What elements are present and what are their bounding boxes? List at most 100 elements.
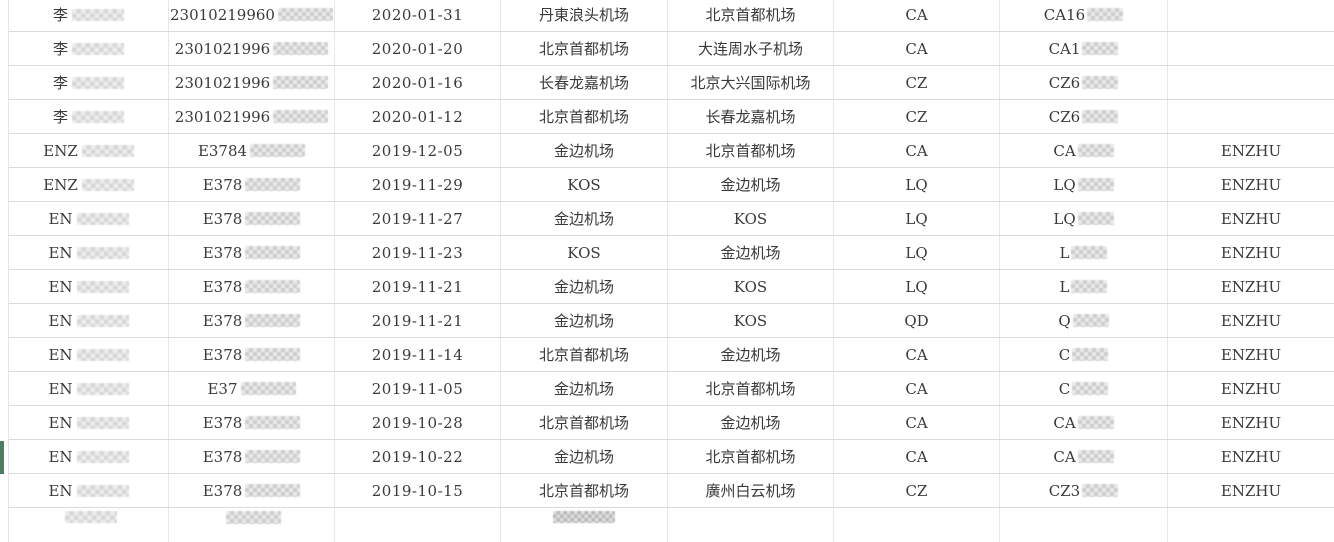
cell-to[interactable]: 金边机场 — [668, 236, 834, 269]
cell-airline[interactable]: CA — [834, 32, 1000, 65]
cell-passenger[interactable]: ENZHU — [1168, 304, 1334, 337]
cell-name[interactable]: 李 — [9, 66, 169, 99]
cell-to[interactable]: KOS — [668, 304, 834, 337]
cell-passenger[interactable]: ENZHU — [1168, 338, 1334, 371]
cell-date[interactable]: 2020-01-31 — [335, 0, 501, 31]
cell-airline[interactable]: CZ — [834, 100, 1000, 133]
cell-flight[interactable]: CZ6 — [1000, 66, 1168, 99]
cell-passenger[interactable]: ENZHU — [1168, 372, 1334, 405]
cell-to[interactable]: 北京首都机场 — [668, 0, 834, 31]
cell-passenger[interactable] — [1168, 32, 1334, 65]
table-row[interactable]: EN E378 2019-11-27 金边机场 KOS LQ LQ ENZHU — [9, 202, 1334, 236]
cell-from[interactable]: 北京首都机场 — [501, 406, 668, 439]
cell-airline[interactable] — [834, 508, 1000, 542]
cell-id[interactable]: 2301021996 — [169, 100, 335, 133]
cell-date[interactable]: 2019-11-05 — [335, 372, 501, 405]
cell-to[interactable]: KOS — [668, 202, 834, 235]
cell-id[interactable]: E378 — [169, 338, 335, 371]
cell-name[interactable]: EN — [9, 474, 169, 507]
cell-flight[interactable]: C — [1000, 372, 1168, 405]
cell-flight[interactable]: CA — [1000, 440, 1168, 473]
cell-airline[interactable]: QD — [834, 304, 1000, 337]
cell-from[interactable]: 北京首都机场 — [501, 474, 668, 507]
cell-airline[interactable]: LQ — [834, 270, 1000, 303]
cell-from[interactable]: 金边机场 — [501, 440, 668, 473]
cell-id[interactable]: E378 — [169, 270, 335, 303]
cell-name[interactable]: 李 — [9, 32, 169, 65]
cell-id[interactable]: E378 — [169, 202, 335, 235]
cell-flight[interactable] — [1000, 508, 1168, 542]
table-row[interactable]: EN E378 2019-11-21 金边机场 KOS LQ L ENZHU — [9, 270, 1334, 304]
cell-passenger[interactable] — [1168, 508, 1334, 542]
cell-airline[interactable]: CZ — [834, 474, 1000, 507]
table-row[interactable]: EN E378 2019-10-15 北京首都机场 廣州白云机场 CZ CZ3 ENZHU — [9, 474, 1334, 508]
cell-passenger[interactable]: ENZHU — [1168, 134, 1334, 167]
cell-flight[interactable]: L — [1000, 270, 1168, 303]
cell-date[interactable]: 2019-11-14 — [335, 338, 501, 371]
cell-from[interactable]: 金边机场 — [501, 134, 668, 167]
table-row[interactable]: EN E378 2019-10-22 金边机场 北京首都机场 CA CA ENZHU — [9, 440, 1334, 474]
cell-flight[interactable]: CA — [1000, 134, 1168, 167]
cell-from[interactable]: 金边机场 — [501, 304, 668, 337]
cell-from[interactable]: KOS — [501, 168, 668, 201]
cell-flight[interactable]: CA1 — [1000, 32, 1168, 65]
cell-from[interactable]: 北京首都机场 — [501, 338, 668, 371]
table-row[interactable]: 李 23010219960 2020-01-31 丹東浪头机场 北京首都机场 CA CA16 — [9, 0, 1334, 32]
cell-to[interactable]: 北京大兴国际机场 — [668, 66, 834, 99]
cell-id[interactable]: E378 — [169, 304, 335, 337]
table-row[interactable]: EN E378 2019-11-14 北京首都机场 金边机场 CA C ENZHU — [9, 338, 1334, 372]
table-row[interactable]: EN E378 2019-10-28 北京首都机场 金边机场 CA CA ENZHU — [9, 406, 1334, 440]
cell-date[interactable]: 2019-10-28 — [335, 406, 501, 439]
cell-id[interactable]: E378 — [169, 168, 335, 201]
cell-name[interactable]: EN — [9, 406, 169, 439]
cell-name[interactable]: EN — [9, 202, 169, 235]
cell-airline[interactable]: CZ — [834, 66, 1000, 99]
cell-passenger[interactable] — [1168, 100, 1334, 133]
cell-from[interactable]: 金边机场 — [501, 202, 668, 235]
cell-airline[interactable]: CA — [834, 406, 1000, 439]
cell-from[interactable]: 北京首都机场 — [501, 100, 668, 133]
cell-date[interactable]: 2020-01-20 — [335, 32, 501, 65]
cell-id[interactable]: 2301021996 — [169, 66, 335, 99]
cell-id[interactable]: E378 — [169, 474, 335, 507]
cell-date[interactable]: 2019-11-21 — [335, 304, 501, 337]
cell-date[interactable]: 2019-11-23 — [335, 236, 501, 269]
cell-passenger[interactable]: ENZHU — [1168, 168, 1334, 201]
cell-to[interactable]: 长春龙嘉机场 — [668, 100, 834, 133]
table-row[interactable]: EN E378 2019-11-21 金边机场 KOS QD Q ENZHU — [9, 304, 1334, 338]
cell-to[interactable] — [668, 508, 834, 542]
cell-passenger[interactable]: ENZHU — [1168, 440, 1334, 473]
cell-id[interactable]: E378 — [169, 236, 335, 269]
cell-name[interactable]: 李 — [9, 0, 169, 31]
cell-from[interactable]: 长春龙嘉机场 — [501, 66, 668, 99]
cell-id[interactable]: E37 — [169, 372, 335, 405]
cell-airline[interactable]: CA — [834, 338, 1000, 371]
cell-name[interactable]: EN — [9, 304, 169, 337]
cell-date[interactable]: 2019-11-27 — [335, 202, 501, 235]
table-row[interactable]: EN E378 2019-11-23 KOS 金边机场 LQ L ENZHU — [9, 236, 1334, 270]
cell-flight[interactable]: CZ6 — [1000, 100, 1168, 133]
cell-airline[interactable]: LQ — [834, 202, 1000, 235]
cell-airline[interactable]: CA — [834, 0, 1000, 31]
cell-id[interactable]: E378 — [169, 406, 335, 439]
cell-from[interactable]: KOS — [501, 236, 668, 269]
cell-name[interactable]: 李 — [9, 100, 169, 133]
cell-date[interactable]: 2019-12-05 — [335, 134, 501, 167]
cell-passenger[interactable]: ENZHU — [1168, 236, 1334, 269]
cell-id[interactable]: E3784 — [169, 134, 335, 167]
cell-passenger[interactable] — [1168, 0, 1334, 31]
cell-id[interactable]: 23010219960 — [169, 0, 335, 31]
cell-from[interactable]: 金边机场 — [501, 270, 668, 303]
cell-to[interactable]: 北京首都机场 — [668, 372, 834, 405]
cell-passenger[interactable]: ENZHU — [1168, 474, 1334, 507]
cell-flight[interactable]: CA16 — [1000, 0, 1168, 31]
cell-passenger[interactable]: ENZHU — [1168, 270, 1334, 303]
cell-airline[interactable]: CA — [834, 372, 1000, 405]
cell-date[interactable]: 2020-01-16 — [335, 66, 501, 99]
cell-flight[interactable]: CA — [1000, 406, 1168, 439]
cell-id[interactable]: E378 — [169, 440, 335, 473]
cell-name[interactable] — [9, 508, 169, 542]
cell-airline[interactable]: LQ — [834, 236, 1000, 269]
cell-to[interactable]: 大连周水子机场 — [668, 32, 834, 65]
cell-to[interactable]: KOS — [668, 270, 834, 303]
